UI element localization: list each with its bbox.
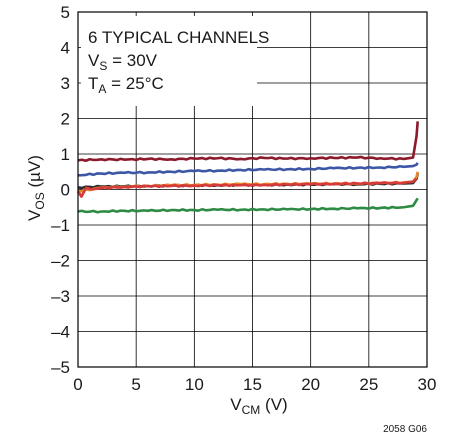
- series-line: [76, 177, 418, 198]
- y-tick-label: 1: [61, 145, 70, 164]
- x-tick-label: 25: [359, 375, 378, 394]
- y-tick-label: 0: [61, 181, 70, 200]
- x-tick-label: 0: [73, 375, 82, 394]
- x-tick-labels: 0 5 10 15 20 25 30: [73, 375, 436, 394]
- y-tick-label: 3: [61, 74, 70, 93]
- x-tick-label: 5: [131, 375, 140, 394]
- annotation-line-1: 6 TYPICAL CHANNELS: [88, 28, 269, 47]
- figure-id: 2058 G06: [383, 424, 427, 435]
- annotation-background: [81, 16, 257, 106]
- data-series: [76, 121, 419, 214]
- y-tick-label: –2: [51, 252, 70, 271]
- x-tick-label: 20: [301, 375, 320, 394]
- y-tick-label: 4: [61, 39, 70, 58]
- y-tick-label: –1: [51, 216, 70, 235]
- series-line: [77, 162, 419, 177]
- x-tick-label: 10: [185, 375, 204, 394]
- annotation-line-3: TA = 25°C: [88, 74, 164, 96]
- y-axis-title: VOS (µV): [25, 155, 47, 221]
- y-tick-label: –5: [51, 358, 70, 377]
- x-axis-title: VCM (V): [230, 395, 287, 417]
- y-tick-label: 5: [61, 3, 70, 22]
- annotation-line-2: VS = 30V: [88, 51, 158, 73]
- x-tick-label: 15: [243, 375, 262, 394]
- y-tick-labels: –5 –4 –3 –2 –1 0 1 2 3 4 5: [51, 3, 70, 377]
- y-tick-label: –4: [51, 323, 70, 342]
- series-line: [77, 121, 419, 163]
- series-line: [77, 197, 419, 214]
- y-tick-label: 2: [61, 110, 70, 129]
- plot-frame: [77, 11, 428, 368]
- x-tick-label: 30: [418, 375, 437, 394]
- y-tick-label: –3: [51, 287, 70, 306]
